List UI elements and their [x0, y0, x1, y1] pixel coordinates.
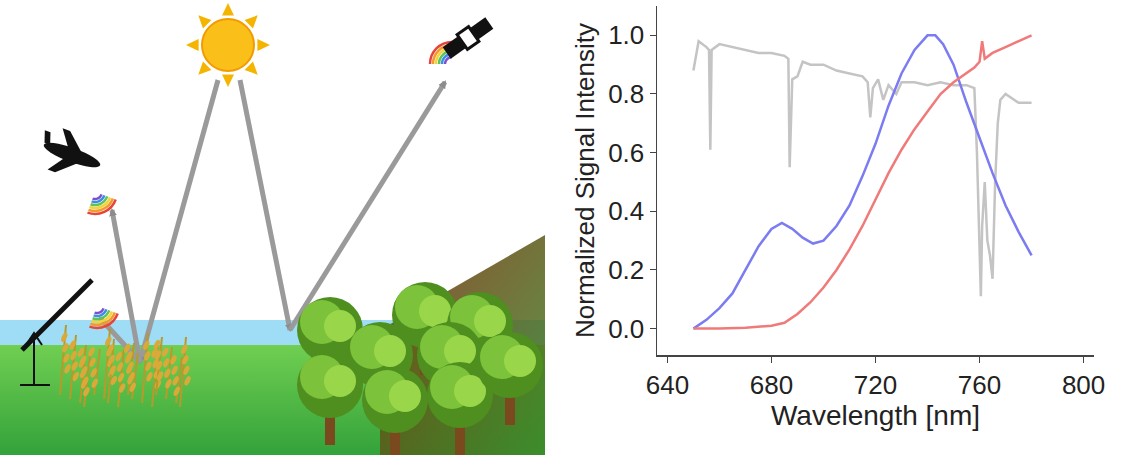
svg-text:0.0: 0.0 — [608, 314, 644, 344]
svg-text:Normalized Signal Intensity: Normalized Signal Intensity — [570, 23, 600, 338]
svg-text:0.4: 0.4 — [608, 196, 644, 226]
svg-text:0.2: 0.2 — [608, 255, 644, 285]
svg-text:0.8: 0.8 — [608, 79, 644, 109]
svg-text:Wavelength [nm]: Wavelength [nm] — [771, 400, 980, 431]
svg-text:720: 720 — [854, 370, 897, 400]
svg-text:800: 800 — [1062, 370, 1105, 400]
svg-text:1.0: 1.0 — [608, 20, 644, 50]
svg-text:760: 760 — [958, 370, 1001, 400]
svg-text:680: 680 — [750, 370, 793, 400]
svg-text:640: 640 — [646, 370, 689, 400]
svg-text:0.6: 0.6 — [608, 138, 644, 168]
